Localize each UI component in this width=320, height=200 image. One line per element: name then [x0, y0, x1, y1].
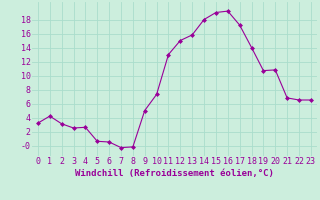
X-axis label: Windchill (Refroidissement éolien,°C): Windchill (Refroidissement éolien,°C) [75, 169, 274, 178]
